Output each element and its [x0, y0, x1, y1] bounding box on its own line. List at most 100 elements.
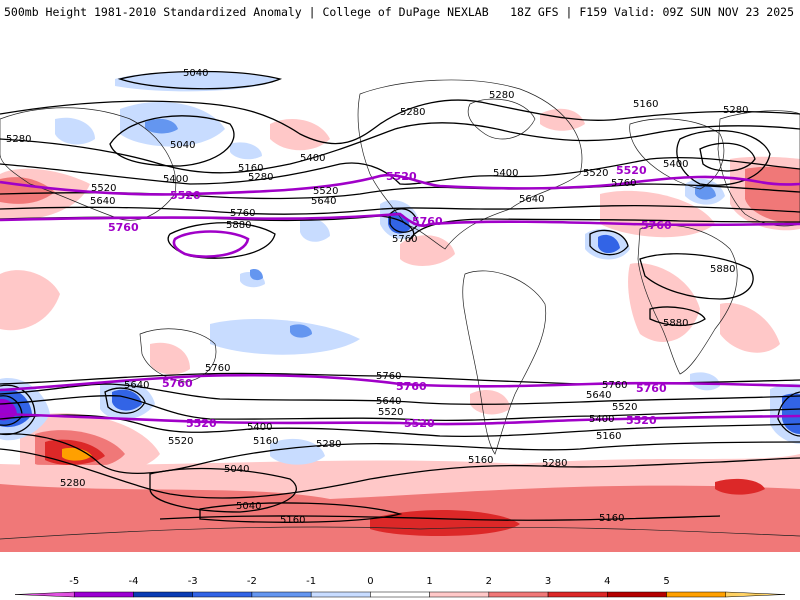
africa-outline	[637, 224, 738, 375]
positive-anomaly-area	[540, 108, 585, 131]
contour-label: 5760	[611, 178, 636, 189]
contour-label: 5280	[248, 172, 273, 183]
positive-anomaly-area	[715, 478, 765, 495]
contour-label: 5640	[311, 196, 336, 207]
highlight-contour-label: 5760	[108, 221, 139, 234]
contour-label: 5040	[236, 501, 261, 512]
negative-anomaly-area	[690, 372, 720, 391]
contour-5280-south	[0, 433, 800, 475]
map-header: 500mb Height 1981-2010 Standardized Anom…	[0, 0, 800, 24]
contour-label: 5880	[226, 220, 251, 231]
contour-5880-africa	[639, 253, 754, 300]
contour-label: 5160	[633, 99, 658, 110]
contour-label: 5760	[376, 371, 401, 382]
contour-label: 5520	[378, 407, 403, 418]
contour-label: 5520	[583, 168, 608, 179]
contour-label: 5640	[586, 390, 611, 401]
contour-label: 5040	[170, 140, 195, 151]
contour-label: 5520	[91, 183, 116, 194]
contour-label: 5880	[663, 318, 688, 329]
contour-label: 5760	[205, 363, 230, 374]
positive-anomaly-area	[150, 342, 190, 375]
contour-labels: 5040 5280 5160 5280 5280 5280 5040 5400 …	[6, 68, 748, 526]
highlight-contour-label: 5520	[186, 417, 217, 430]
colorbar-tick-label: 5	[663, 576, 669, 587]
highlight-contour-label: 5520	[170, 189, 201, 202]
australia-outline	[139, 328, 217, 383]
contour-label: 5520	[612, 402, 637, 413]
contour-euro-low	[676, 129, 771, 186]
contour-label: 5160	[599, 513, 624, 524]
contour-label: 5400	[589, 414, 614, 425]
greenland-outline	[467, 98, 536, 140]
colorbar-swatch	[666, 591, 727, 598]
highlight-contour-label: 5760	[412, 215, 443, 228]
positive-anomaly-area	[0, 270, 60, 331]
contour-label: 5640	[376, 396, 401, 407]
contour-label: 5760	[230, 208, 255, 219]
contour-euro-low-inner	[699, 142, 756, 172]
negative-anomaly-area	[300, 217, 330, 242]
contour-label: 5280	[542, 458, 567, 469]
contour-label: 5280	[60, 478, 85, 489]
contour-5520-highlight-south	[0, 412, 800, 426]
highlight-contour-label: 5760	[641, 219, 672, 232]
positive-anomaly-area	[62, 447, 92, 461]
colorbar-tick-label: 0	[367, 576, 373, 587]
highlight-contours	[0, 173, 800, 426]
negative-anomaly-area	[290, 324, 312, 338]
colorbar-swatches	[14, 591, 786, 598]
colorbar-tick-label: -5	[69, 576, 79, 587]
colorbar-swatch	[251, 591, 312, 598]
colorbar-tick-label: -3	[188, 576, 198, 587]
contour-5160-antarctic	[159, 515, 721, 521]
contour-label: 5160	[238, 163, 263, 174]
contour-label: 5400	[300, 153, 325, 164]
contour-5880-pacific	[167, 222, 276, 259]
contour-5280-north	[0, 122, 800, 174]
contour-5520-highlight-north	[0, 173, 800, 196]
anomaly-colorbar: -5 -4 -3 -2 -1 0 1 2 3 4 5	[14, 576, 786, 598]
map-title: 500mb Height 1981-2010 Standardized Anom…	[4, 5, 489, 19]
positive-anomaly-area	[720, 303, 780, 353]
contour-5040-north	[117, 70, 283, 90]
contour-5520-south-a	[0, 395, 800, 422]
contour-label: 5280	[6, 134, 31, 145]
contour-label: 5520	[168, 436, 193, 447]
contour-label: 5400	[663, 159, 688, 170]
contour-5040-north-b	[109, 115, 235, 167]
contour-5760-highlight-north	[0, 212, 800, 227]
contour-label: 5160	[596, 431, 621, 442]
contour-label: 5160	[253, 436, 278, 447]
contour-label: 5040	[224, 464, 249, 475]
colorbar-ticks: -5 -4 -3 -2 -1 0 1 2 3 4 5	[69, 576, 669, 587]
colorbar-tick-label: 1	[426, 576, 432, 587]
contour-label: 5760	[602, 380, 627, 391]
contour-label: 5280	[489, 90, 514, 101]
model-run-info: 18Z GFS | F159 Valid: 09Z SUN NOV 23 202…	[510, 5, 794, 19]
negative-anomaly-area	[55, 117, 95, 145]
negative-anomaly-area	[250, 268, 263, 281]
colorbar-swatch	[370, 591, 430, 598]
highlight-contour-labels: 5520 5520 5520 5760 5760 5760 5760 5760 …	[108, 164, 672, 430]
colorbar-tick-label: -1	[306, 576, 316, 587]
contour-label: 5400	[163, 174, 188, 185]
colorbar-tick-label: 3	[545, 576, 551, 587]
colorbar-tick-label: 4	[604, 576, 610, 587]
contour-label: 5280	[723, 105, 748, 116]
highlight-contour-label: 5520	[404, 417, 435, 430]
colorbar-tick-label: -4	[128, 576, 138, 587]
colorbar-swatch	[429, 591, 490, 598]
contour-label: 5520	[313, 186, 338, 197]
contour-5760-highlight-south	[0, 373, 800, 392]
positive-anomaly-area	[470, 389, 510, 415]
contour-5640-north	[0, 204, 800, 215]
highlight-contour-label: 5760	[396, 380, 427, 393]
contour-5880-highlight-pacific	[172, 230, 250, 258]
contour-5520-north	[0, 183, 800, 200]
antarctica-outline	[0, 526, 800, 540]
contour-low-west	[777, 391, 800, 437]
colorbar-swatch	[725, 591, 786, 598]
colorbar-swatch	[192, 591, 253, 598]
contour-label: 5280	[316, 439, 341, 450]
